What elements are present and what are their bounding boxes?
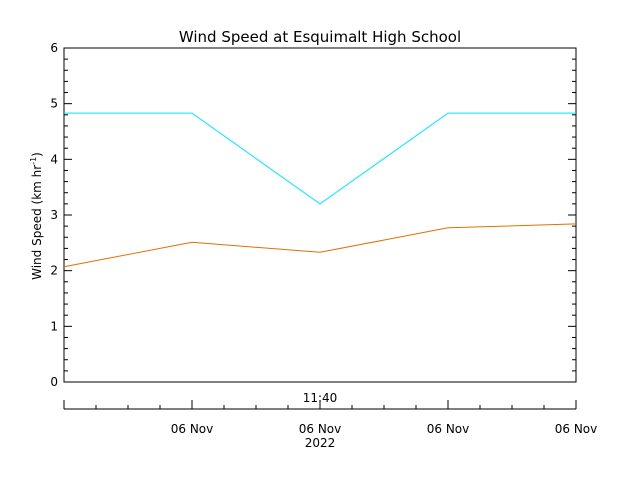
y-tick-label: 5: [50, 97, 58, 111]
x-tick-label: 06 Nov: [555, 422, 598, 436]
chart-title: Wind Speed at Esquimalt High School: [179, 28, 461, 46]
time-label: 11:40: [303, 391, 338, 405]
y-axis: 0 1 2 3 4 5 6: [50, 41, 576, 389]
y-tick-label: 2: [50, 264, 58, 278]
x-tick-label: 06 Nov: [427, 422, 470, 436]
y-tick-label: 3: [50, 208, 58, 222]
series-line-2: [63, 223, 577, 268]
x-tick-label: 06 Nov: [171, 422, 214, 436]
year-label: 2022: [305, 436, 336, 450]
series-layer: [63, 112, 577, 268]
y-tick-label: 0: [50, 375, 58, 389]
x-axis: 06 Nov 06 Nov 06 Nov 06 Nov: [63, 400, 598, 436]
x-tick-label: 06 Nov: [299, 422, 342, 436]
y-tick-label: 4: [50, 152, 58, 166]
series-line-1: [64, 112, 576, 205]
y-axis-label: Wind Speed (km hr-1): [29, 152, 44, 280]
y-tick-label: 6: [50, 41, 58, 55]
plot-frame: [63, 47, 577, 383]
y-tick-label: 1: [50, 319, 58, 333]
